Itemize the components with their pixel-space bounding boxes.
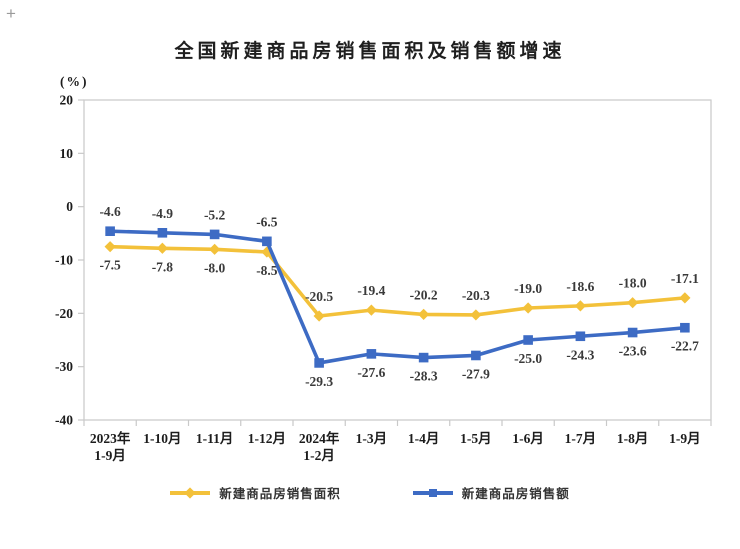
data-label: -8.0: [204, 260, 226, 275]
data-point: [104, 241, 116, 253]
data-label: -25.0: [514, 351, 542, 366]
plot-border: [83, 99, 712, 421]
data-label: -4.6: [99, 204, 121, 219]
x-tick-label: 1-9月: [669, 431, 701, 446]
x-tick-label: 1-7月: [565, 431, 597, 446]
data-label: -29.3: [305, 374, 333, 389]
data-label: -27.6: [357, 365, 385, 380]
data-label: -24.3: [566, 347, 594, 362]
data-label: -20.5: [305, 289, 333, 304]
diamond-marker-icon: [184, 486, 196, 499]
y-axis-unit-label: (%): [60, 74, 89, 89]
x-tick-label: 1-12月: [248, 431, 286, 446]
data-label: -28.3: [410, 369, 438, 384]
data-point: [627, 327, 638, 338]
x-tick-label: 1-10月: [143, 431, 181, 446]
legend-label-sales-amount: 新建商品房销售额: [461, 487, 570, 501]
chart-title: 全国新建商品房销售面积及销售额增速: [174, 40, 566, 62]
y-tick-label: -40: [55, 413, 73, 428]
data-point: [209, 243, 221, 255]
data-point: [313, 310, 325, 322]
data-label: -6.5: [256, 214, 278, 229]
x-tick-label: 1-4月: [408, 431, 440, 446]
data-point: [105, 226, 115, 236]
legend-item-sales-area: 新建商品房销售面积: [170, 483, 341, 502]
data-point: [470, 309, 482, 321]
x-tick-label: 1-6月: [512, 431, 544, 446]
data-point: [523, 335, 533, 345]
data-label: -7.5: [99, 258, 121, 273]
data-point: [418, 308, 430, 320]
corner-plus-mark: +: [6, 4, 16, 23]
data-point: [574, 300, 586, 312]
chart-legend: 新建商品房销售面积 新建商品房销售额: [0, 483, 740, 502]
data-point: [365, 304, 377, 316]
y-tick-label: 0: [66, 199, 73, 214]
square-marker-icon: [428, 488, 437, 497]
data-label: -19.0: [514, 281, 542, 296]
data-point: [156, 242, 168, 254]
data-label: -22.7: [671, 339, 699, 354]
data-label: -20.3: [462, 288, 490, 303]
y-tick-label: -30: [55, 359, 73, 374]
data-label: -18.6: [566, 279, 594, 294]
legend-item-sales-amount: 新建商品房销售额: [412, 483, 570, 502]
data-label: -5.2: [204, 207, 226, 222]
legend-line-diamond-icon: [170, 486, 211, 499]
y-tick-label: 20: [60, 93, 74, 108]
data-point: [262, 236, 272, 247]
legend-line-square-icon: [412, 488, 453, 497]
data-point: [680, 322, 690, 333]
x-tick-label: 2024年 1-2月: [299, 430, 340, 463]
data-point: [209, 229, 220, 240]
data-point: [157, 228, 168, 238]
x-tick-label: 1-5月: [460, 431, 492, 446]
data-point: [366, 349, 377, 359]
y-tick-label: -10: [55, 253, 73, 268]
data-point: [418, 352, 429, 363]
data-point: [627, 297, 639, 309]
data-label: -20.2: [410, 287, 438, 302]
y-tick-label: -20: [55, 306, 73, 321]
data-label: -4.9: [152, 206, 174, 221]
data-point: [314, 358, 324, 368]
x-tick-label: 2023年 1-9月: [90, 430, 131, 463]
y-tick-label: 10: [60, 146, 74, 161]
series-line-0: [108, 244, 687, 318]
data-label: -23.6: [619, 344, 647, 359]
data-point: [575, 331, 586, 342]
data-label: -17.1: [671, 271, 699, 286]
data-label: -18.0: [619, 276, 647, 291]
x-tick-label: 1-3月: [356, 431, 388, 446]
x-tick-label: 1-11月: [196, 431, 234, 446]
data-label: -19.4: [357, 283, 385, 298]
data-label: -27.9: [462, 366, 490, 381]
data-label: -8.5: [256, 263, 278, 278]
data-label: -7.8: [152, 259, 174, 274]
x-tick-label: 1-8月: [617, 431, 649, 446]
legend-label-sales-area: 新建商品房销售面积: [219, 487, 341, 501]
data-point: [471, 350, 481, 361]
series-line-1: [108, 229, 687, 365]
data-point: [522, 302, 534, 314]
data-point: [679, 292, 691, 304]
